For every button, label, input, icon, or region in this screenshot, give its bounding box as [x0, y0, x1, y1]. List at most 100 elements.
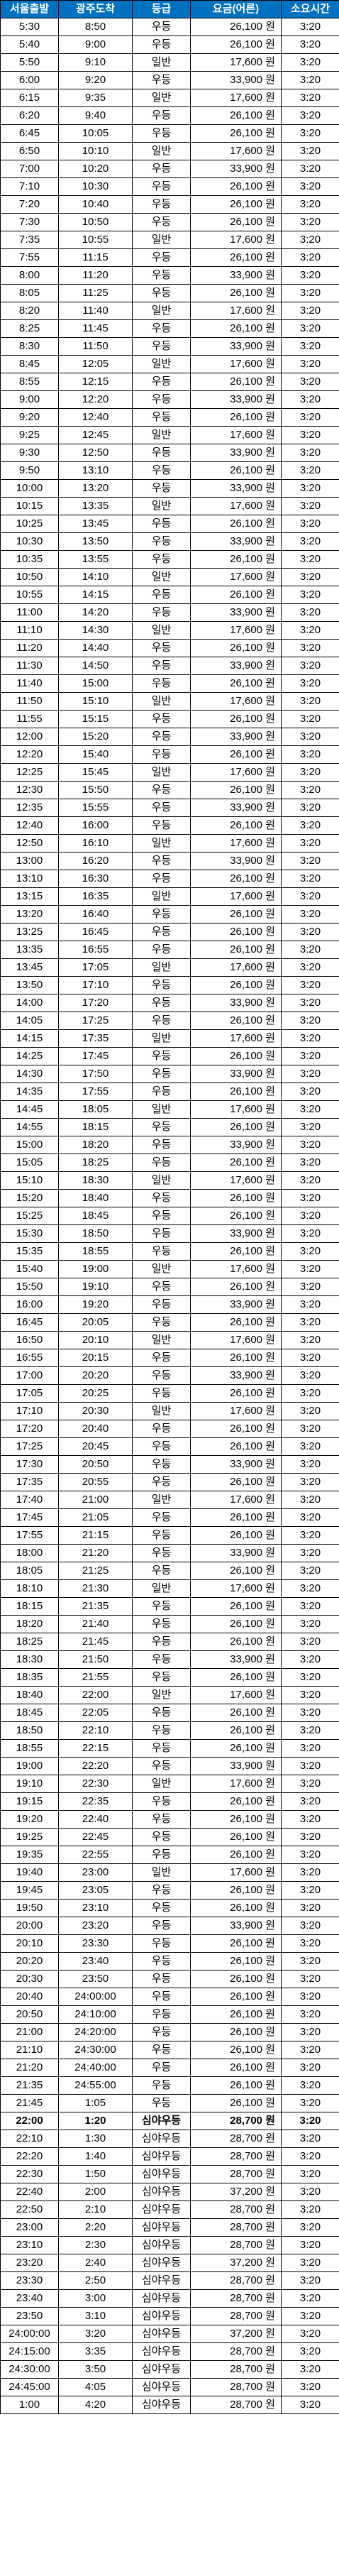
- duration-cell: 3:20: [281, 142, 339, 160]
- duration-cell: 3:20: [281, 639, 339, 657]
- fare-cell: 28,700 원: [190, 2165, 282, 2183]
- duration-cell: 3:20: [281, 1970, 339, 1988]
- table-row: 23:20 2:40 심야우등 37,200 원 3:20: [0, 2254, 339, 2272]
- grade-cell: 심야우등: [132, 2325, 191, 2343]
- fare-cell: 26,100 원: [190, 284, 282, 302]
- duration-cell: 3:20: [281, 1881, 339, 1900]
- departure-cell: 11:30: [0, 657, 59, 675]
- departure-cell: 18:10: [0, 1579, 59, 1598]
- fare-cell: 33,900 원: [190, 603, 282, 622]
- arrival-cell: 22:30: [58, 1775, 133, 1793]
- arrival-cell: 9:35: [58, 89, 133, 107]
- arrival-cell: 21:55: [58, 1668, 133, 1687]
- table-row: 17:00 20:20 우등 33,900 원 3:20: [0, 1366, 339, 1385]
- fare-cell: 17,600 원: [190, 1260, 282, 1278]
- fare-cell: 26,100 원: [190, 1207, 282, 1225]
- fare-cell: 26,100 원: [190, 923, 282, 941]
- grade-cell: 우등: [132, 976, 191, 994]
- grade-cell: 우등: [132, 1633, 191, 1651]
- departure-cell: 20:20: [0, 1952, 59, 1971]
- departure-cell: 21:45: [0, 2094, 59, 2112]
- fare-cell: 26,100 원: [190, 1828, 282, 1846]
- departure-cell: 19:50: [0, 1899, 59, 1917]
- table-row: 12:00 15:20 우등 33,900 원 3:20: [0, 728, 339, 746]
- duration-cell: 3:20: [281, 2325, 339, 2343]
- grade-cell: 우등: [132, 213, 191, 231]
- duration-cell: 3:20: [281, 2059, 339, 2077]
- fare-cell: 26,100 원: [190, 2041, 282, 2059]
- departure-cell: 22:30: [0, 2165, 59, 2183]
- departure-cell: 19:20: [0, 1810, 59, 1829]
- grade-cell: 우등: [132, 1526, 191, 1545]
- duration-cell: 3:20: [281, 1047, 339, 1065]
- table-row: 19:40 23:00 일반 17,600 원 3:20: [0, 1863, 339, 1882]
- arrival-cell: 13:55: [58, 550, 133, 569]
- departure-cell: 8:45: [0, 355, 59, 373]
- grade-cell: 일반: [132, 621, 191, 640]
- arrival-cell: 19:10: [58, 1278, 133, 1296]
- departure-cell: 21:10: [0, 2041, 59, 2059]
- fare-cell: 26,100 원: [190, 1242, 282, 1261]
- duration-cell: 3:20: [281, 710, 339, 728]
- fare-cell: 26,100 원: [190, 515, 282, 533]
- table-row: 14:30 17:50 우등 33,900 원 3:20: [0, 1065, 339, 1083]
- duration-cell: 3:20: [281, 1189, 339, 1207]
- duration-cell: 3:20: [281, 2023, 339, 2041]
- table-row: 8:30 11:50 우등 33,900 원 3:20: [0, 337, 339, 356]
- arrival-cell: 11:40: [58, 302, 133, 320]
- arrival-cell: 23:10: [58, 1899, 133, 1917]
- departure-cell: 14:35: [0, 1083, 59, 1101]
- grade-cell: 우등: [132, 177, 191, 196]
- table-row: 23:40 3:00 심야우등 28,700 원 3:20: [0, 2289, 339, 2308]
- duration-cell: 3:20: [281, 586, 339, 604]
- duration-cell: 3:20: [281, 266, 339, 285]
- grade-cell: 우등: [132, 923, 191, 941]
- grade-cell: 일반: [132, 692, 191, 711]
- departure-cell: 19:35: [0, 1846, 59, 1864]
- table-row: 21:45 1:05 우등 26,100 원 3:20: [0, 2094, 339, 2112]
- fare-cell: 17,600 원: [190, 692, 282, 711]
- table-row: 11:50 15:10 일반 17,600 원 3:20: [0, 692, 339, 711]
- arrival-cell: 2:50: [58, 2271, 133, 2290]
- table-row: 18:40 22:00 일반 17,600 원 3:20: [0, 1686, 339, 1704]
- fare-cell: 26,100 원: [190, 177, 282, 196]
- departure-cell: 17:00: [0, 1366, 59, 1385]
- grade-cell: 우등: [132, 35, 191, 54]
- table-row: 1:00 4:20 심야우등 28,700 원 3:20: [0, 2396, 339, 2414]
- table-row: 19:10 22:30 일반 17,600 원 3:20: [0, 1775, 339, 1793]
- duration-cell: 3:20: [281, 2130, 339, 2148]
- grade-cell: 우등: [132, 816, 191, 835]
- fare-cell: 17,600 원: [190, 355, 282, 373]
- fare-cell: 33,900 원: [190, 1065, 282, 1083]
- fare-cell: 17,600 원: [190, 568, 282, 586]
- departure-cell: 10:00: [0, 479, 59, 498]
- duration-cell: 3:20: [281, 195, 339, 214]
- duration-cell: 3:20: [281, 373, 339, 391]
- arrival-cell: 10:30: [58, 177, 133, 196]
- arrival-cell: 21:35: [58, 1597, 133, 1616]
- duration-cell: 3:20: [281, 692, 339, 711]
- arrival-cell: 20:40: [58, 1420, 133, 1438]
- arrival-cell: 16:40: [58, 905, 133, 923]
- fare-cell: 17,600 원: [190, 231, 282, 249]
- departure-cell: 15:05: [0, 1153, 59, 1172]
- grade-cell: 우등: [132, 1118, 191, 1136]
- arrival-cell: 22:15: [58, 1739, 133, 1758]
- departure-cell: 17:10: [0, 1402, 59, 1420]
- duration-cell: 3:20: [281, 355, 339, 373]
- duration-cell: 3:20: [281, 834, 339, 853]
- grade-cell: 우등: [132, 106, 191, 125]
- duration-cell: 3:20: [281, 958, 339, 977]
- arrival-cell: 17:55: [58, 1083, 133, 1101]
- grade-cell: 우등: [132, 1242, 191, 1261]
- departure-cell: 14:00: [0, 994, 59, 1012]
- arrival-cell: 10:10: [58, 142, 133, 160]
- arrival-cell: 18:15: [58, 1118, 133, 1136]
- duration-cell: 3:20: [281, 728, 339, 746]
- departure-cell: 19:10: [0, 1775, 59, 1793]
- duration-cell: 3:20: [281, 2254, 339, 2272]
- departure-cell: 18:45: [0, 1704, 59, 1722]
- arrival-cell: 18:55: [58, 1242, 133, 1261]
- arrival-cell: 3:50: [58, 2360, 133, 2379]
- table-row: 20:20 23:40 우등 26,100 원 3:20: [0, 1952, 339, 1971]
